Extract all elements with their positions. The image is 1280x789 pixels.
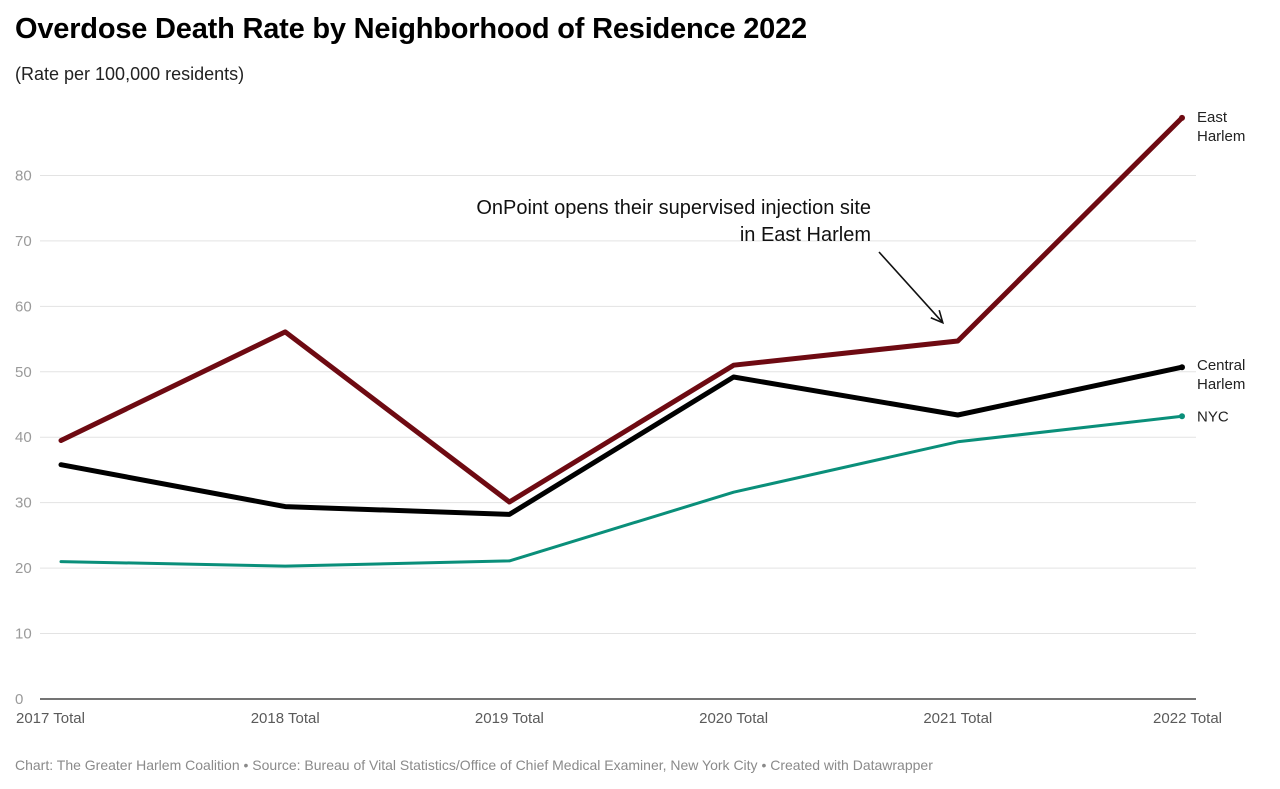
series-labels: NYC Central Harlem East Harlem bbox=[1197, 109, 1245, 425]
annotation-arrow-head-icon bbox=[930, 309, 945, 325]
y-tick-label-70: 70 bbox=[15, 233, 32, 250]
x-tick-label-2020-total: 2020 Total bbox=[699, 710, 768, 727]
x-tick-label-2019-total: 2019 Total bbox=[475, 710, 544, 727]
y-tick-label-40: 40 bbox=[15, 429, 32, 446]
series-label-nyc: NYC bbox=[1197, 408, 1229, 425]
annotation-text-line-1: OnPoint opens their supervised injection… bbox=[476, 197, 871, 219]
y-tick-label-20: 20 bbox=[15, 560, 32, 577]
y-tick-label-30: 30 bbox=[15, 495, 32, 512]
y-tick-label-60: 60 bbox=[15, 298, 32, 315]
chart-subtitle: (Rate per 100,000 residents) bbox=[15, 64, 245, 84]
annotations: OnPoint opens their supervised injection… bbox=[476, 197, 945, 325]
annotation-text-line-2: in East Harlem bbox=[740, 224, 871, 246]
chart-title: Overdose Death Rate by Neighborhood of R… bbox=[15, 13, 807, 45]
annotation-arrow-shaft bbox=[878, 251, 944, 324]
series-label-central-harlem-line-1: Central bbox=[1197, 357, 1245, 374]
y-tick-label-50: 50 bbox=[15, 364, 32, 381]
data-point-central-harlem-2022-total bbox=[1179, 364, 1185, 371]
x-tick-label-2021-total: 2021 Total bbox=[923, 710, 992, 727]
series-line-east-harlem bbox=[58, 115, 1185, 505]
series-label-east-harlem-line-1: East bbox=[1197, 109, 1228, 126]
x-tick-label-2017-total: 2017 Total bbox=[16, 710, 85, 727]
y-tick-label-80: 80 bbox=[15, 167, 32, 184]
chart-footer-credit: Chart: The Greater Harlem Coalition • So… bbox=[15, 757, 933, 773]
series-label-east-harlem-line-2: Harlem bbox=[1197, 128, 1245, 145]
data-point-nyc-2022-total bbox=[1179, 413, 1185, 420]
data-point-east-harlem-2022-total bbox=[1179, 114, 1185, 121]
y-tick-label-0: 0 bbox=[15, 691, 23, 708]
series-label-central-harlem-line-2: Harlem bbox=[1197, 376, 1245, 393]
y-tick-label-10: 10 bbox=[15, 626, 32, 643]
x-tick-label-2018-total: 2018 Total bbox=[251, 710, 320, 727]
x-tick-label-2022-total: 2022 Total bbox=[1153, 710, 1222, 727]
series-lines bbox=[58, 114, 1185, 568]
series-line-nyc bbox=[59, 414, 1184, 568]
axes: 0 10 20 30 40 50 60 70 80 2017 Total 2018 Total 201… bbox=[15, 167, 1222, 727]
series-line-central-harlem bbox=[58, 364, 1185, 517]
